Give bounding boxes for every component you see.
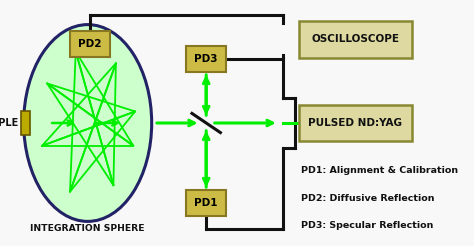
FancyBboxPatch shape: [21, 111, 30, 135]
Ellipse shape: [24, 25, 152, 221]
Text: PD1: PD1: [194, 198, 218, 208]
Text: SAMPLE: SAMPLE: [0, 118, 19, 128]
FancyBboxPatch shape: [299, 21, 412, 58]
Text: INTEGRATION SPHERE: INTEGRATION SPHERE: [30, 224, 145, 233]
FancyBboxPatch shape: [186, 46, 227, 72]
FancyBboxPatch shape: [70, 31, 110, 57]
Text: OSCILLOSCOPE: OSCILLOSCOPE: [311, 34, 400, 44]
Text: PD1: Alignment & Calibration: PD1: Alignment & Calibration: [301, 167, 458, 175]
FancyBboxPatch shape: [186, 190, 227, 216]
Text: PD3: Specular Reflection: PD3: Specular Reflection: [301, 221, 433, 230]
Text: PD2: Diffusive Reflection: PD2: Diffusive Reflection: [301, 194, 435, 202]
Text: PD2: PD2: [78, 39, 102, 49]
Text: PD3: PD3: [194, 54, 218, 64]
Text: PULSED ND:YAG: PULSED ND:YAG: [309, 118, 402, 128]
FancyBboxPatch shape: [299, 105, 412, 141]
